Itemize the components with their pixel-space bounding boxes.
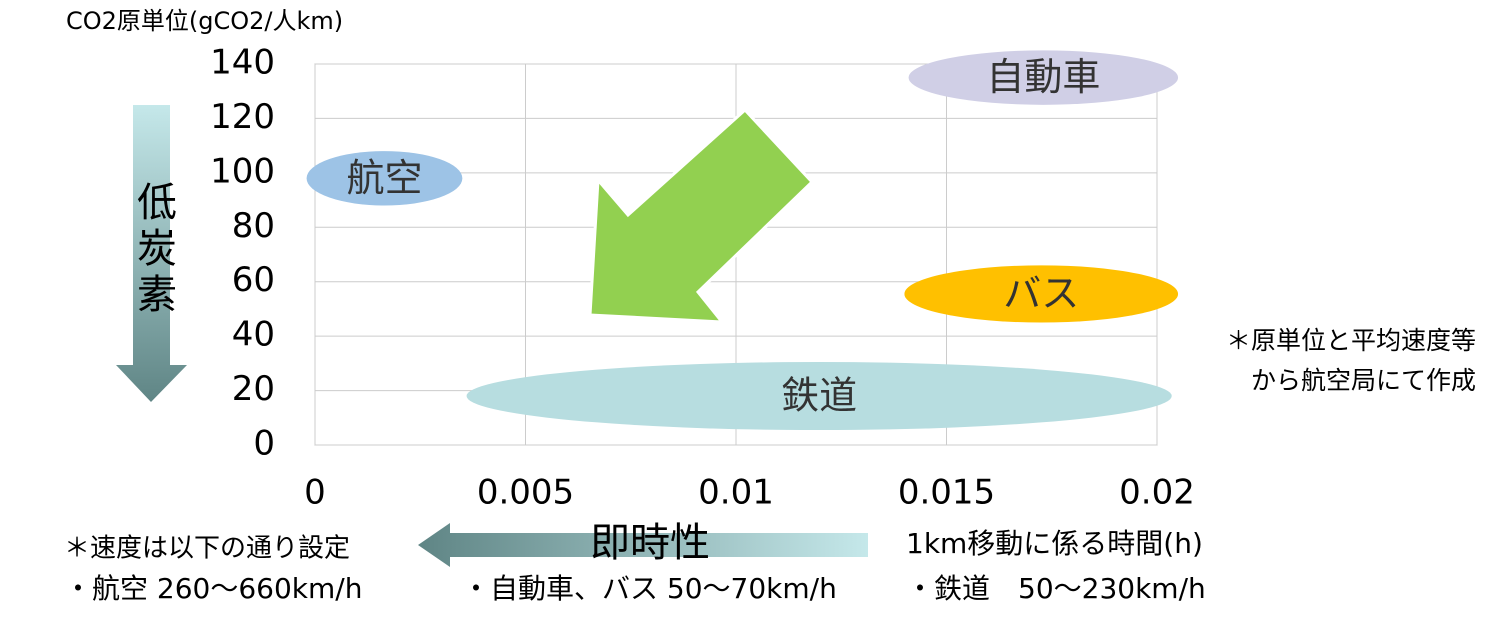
y-direction-text: 低炭素 bbox=[130, 181, 177, 319]
region-label: 自動車 bbox=[986, 55, 1100, 99]
x-tick-label: 0.015 bbox=[898, 473, 995, 513]
speed-air: ・航空 260～660km/h bbox=[64, 572, 362, 605]
y-tick-label: 100 bbox=[210, 151, 275, 191]
y-tick-label: 20 bbox=[232, 369, 275, 409]
source-note: から航空局にて作成 bbox=[1251, 366, 1476, 395]
y-tick-label: 140 bbox=[210, 43, 275, 83]
speed-note: ＊速度は以下の通り設定 bbox=[64, 534, 350, 564]
speed-rail: ・鉄道 50～230km/h bbox=[906, 572, 1206, 605]
region bbox=[908, 50, 1179, 105]
y-direction-label: 低炭素 bbox=[130, 181, 177, 319]
region bbox=[904, 265, 1179, 323]
y-tick-label: 60 bbox=[232, 260, 275, 300]
immediacy-arrow bbox=[418, 523, 868, 567]
y-tick-label: 0 bbox=[253, 424, 275, 464]
x-tick-label: 0.02 bbox=[1119, 473, 1195, 513]
direction-arrow bbox=[588, 107, 815, 324]
source-note: ＊原単位と平均速度等 bbox=[1226, 326, 1476, 355]
y-tick-label: 120 bbox=[210, 97, 275, 137]
region-label: 航空 bbox=[346, 156, 422, 200]
region-label: バス bbox=[1003, 271, 1079, 315]
speed-car: ・自動車、バス 50～70km/h bbox=[462, 572, 837, 605]
y-tick-label: 40 bbox=[232, 315, 275, 355]
region-label: 鉄道 bbox=[781, 374, 857, 418]
x-direction-label: 即時性 bbox=[590, 520, 710, 566]
region bbox=[306, 151, 463, 206]
region bbox=[466, 361, 1172, 431]
y-tick-label: 80 bbox=[232, 206, 275, 246]
x-axis-label: 1km移動に係る時間(h) bbox=[906, 527, 1203, 560]
x-tick-label: 0.01 bbox=[698, 473, 774, 513]
x-tick-label: 0 bbox=[304, 473, 326, 513]
x-tick-label: 0.005 bbox=[477, 473, 574, 513]
low-carbon-arrow bbox=[116, 105, 187, 402]
chart-title: CO2原単位(gCO2/人km) bbox=[66, 7, 343, 35]
